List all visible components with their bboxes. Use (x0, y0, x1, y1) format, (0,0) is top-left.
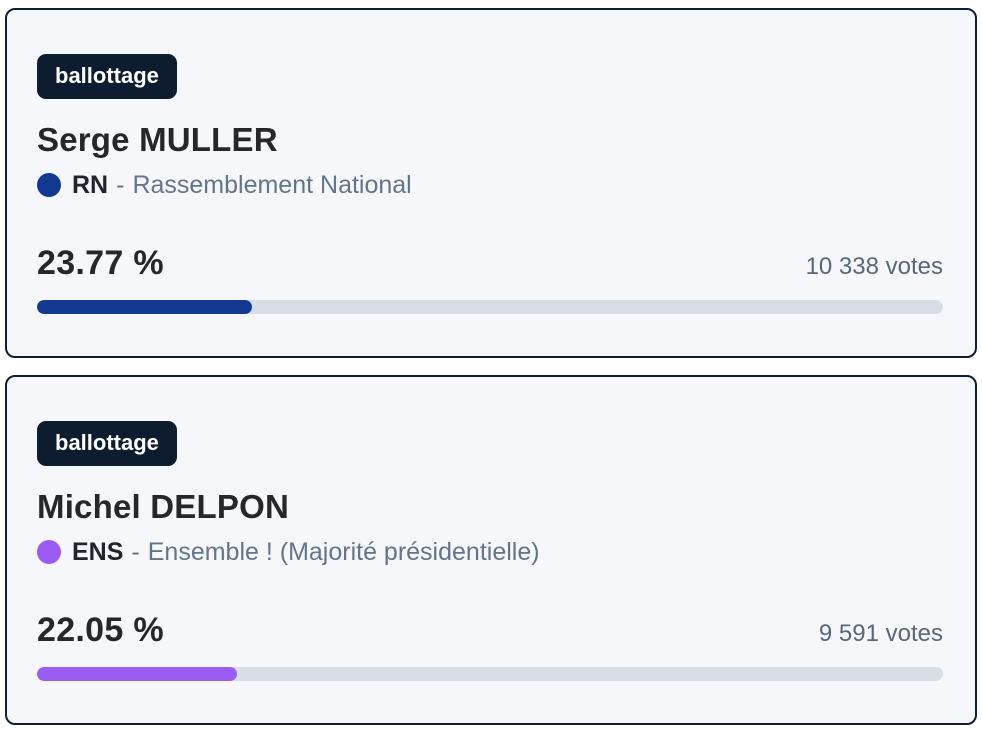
candidate-name: Serge MULLER (37, 121, 278, 158)
candidate-result-card: ballottage Michel DELPON ENS - Ensemble … (5, 375, 977, 725)
result-row: 22.05 % 9 591 votes (37, 611, 943, 650)
progress-bar-fill (37, 667, 237, 681)
progress-bar-fill (37, 300, 253, 314)
party-row: ENS - Ensemble ! (Majorité présidentiell… (37, 537, 943, 567)
vote-count: 9 591 votes (818, 620, 943, 647)
result-row: 23.77 % 10 338 votes (37, 244, 943, 283)
vote-percentage: 23.77 % (37, 244, 164, 282)
progress-bar-track (37, 300, 943, 314)
party-separator: - (131, 538, 140, 566)
candidate-result-card: ballottage Serge MULLER RN - Rassembleme… (5, 8, 977, 358)
party-color-dot (37, 173, 61, 197)
party-code: ENS (72, 538, 124, 566)
ballot-status-badge: ballottage (37, 421, 177, 466)
party-separator: - (116, 171, 125, 199)
party-name: Rassemblement National (132, 171, 412, 199)
vote-percentage: 22.05 % (37, 611, 164, 649)
ballot-status-badge: ballottage (37, 54, 177, 99)
party-row: RN - Rassemblement National (37, 170, 943, 200)
party-code: RN (72, 171, 109, 199)
party-name: Ensemble ! (Majorité présidentielle) (147, 538, 540, 566)
candidate-name: Michel DELPON (37, 488, 289, 525)
party-color-dot (37, 540, 61, 564)
vote-count: 10 338 votes (805, 253, 943, 280)
progress-bar-track (37, 667, 943, 681)
